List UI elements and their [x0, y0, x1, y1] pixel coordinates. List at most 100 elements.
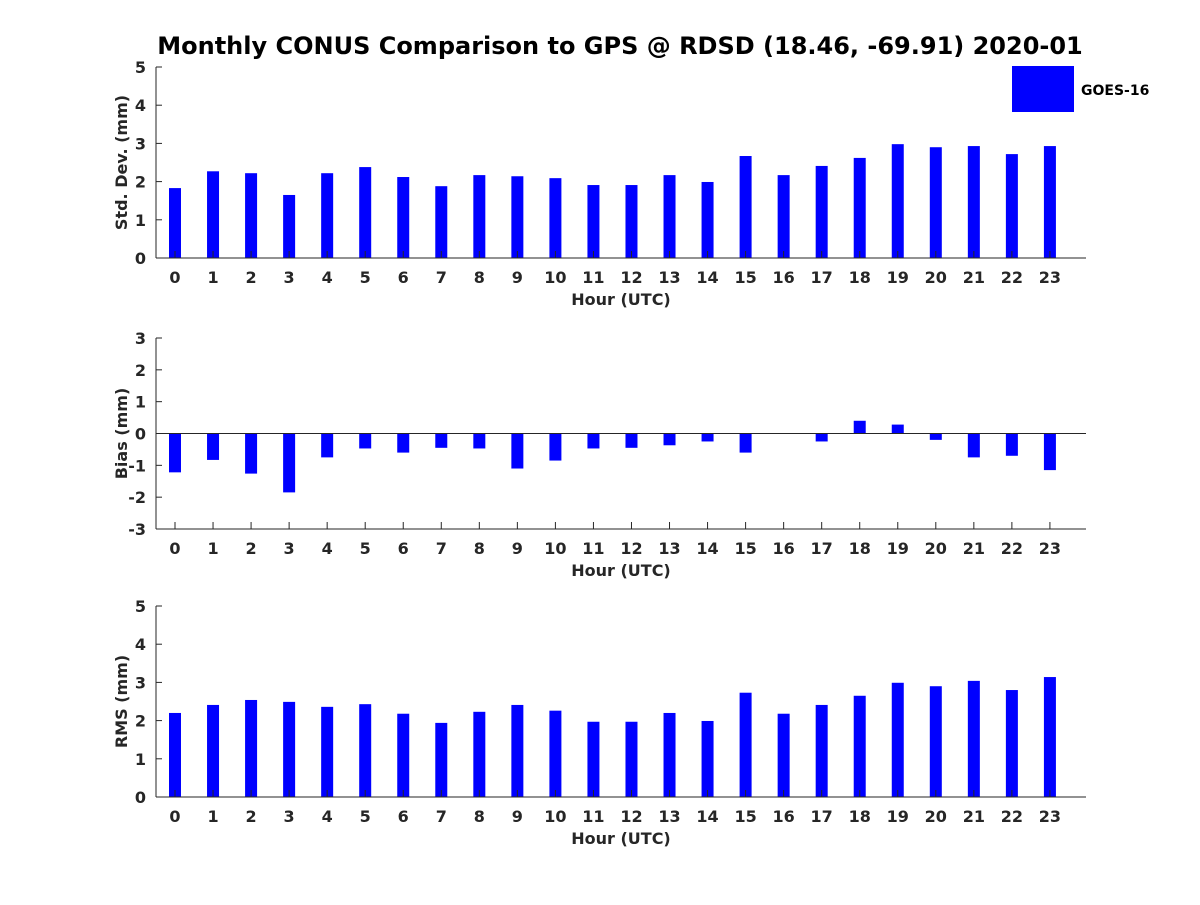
bar-hour-14	[701, 720, 714, 797]
x-tick-label: 12	[620, 539, 642, 558]
bar-hour-6	[397, 433, 410, 453]
x-tick-label: 16	[773, 539, 795, 558]
x-tick-label: 11	[582, 268, 604, 287]
y-tick-label: 4	[135, 96, 146, 115]
x-axis-label: Hour (UTC)	[571, 290, 671, 309]
y-tick-label: 2	[135, 712, 146, 731]
y-tick-label: 2	[135, 173, 146, 192]
bar-hour-4	[321, 706, 334, 797]
x-tick-label: 5	[360, 539, 371, 558]
bar-hour-11	[587, 721, 600, 797]
x-tick-label: 22	[1001, 268, 1023, 287]
x-tick-label: 11	[582, 807, 604, 826]
legend-label: GOES-16	[1081, 83, 1149, 99]
x-tick-label: 23	[1039, 807, 1061, 826]
x-tick-label: 15	[734, 268, 756, 287]
x-tick-label: 8	[474, 807, 485, 826]
bar-hour-0	[169, 712, 181, 797]
bar-hour-7	[435, 433, 448, 448]
x-tick-label: 3	[284, 539, 295, 558]
bar-hour-18	[853, 157, 866, 258]
bar-hour-14	[701, 433, 714, 442]
x-tick-label: 21	[963, 268, 985, 287]
y-tick-label: 3	[135, 329, 146, 348]
x-tick-label: 22	[1001, 807, 1023, 826]
x-tick-label: 23	[1039, 268, 1061, 287]
x-tick-label: 16	[773, 807, 795, 826]
bar-hour-20	[929, 686, 942, 797]
bar-hour-6	[397, 177, 410, 258]
bar-hour-12	[625, 721, 638, 797]
bar-hour-1	[207, 171, 220, 258]
x-tick-label: 6	[398, 807, 409, 826]
x-tick-label: 8	[474, 539, 485, 558]
x-tick-label: 19	[887, 807, 909, 826]
y-tick-label: 3	[135, 134, 146, 153]
bar-hour-3	[283, 433, 296, 493]
bar-hour-2	[245, 173, 258, 258]
bar-hour-21	[967, 146, 980, 258]
x-tick-label: 1	[207, 268, 218, 287]
x-tick-label: 18	[849, 807, 871, 826]
bar-hour-9	[511, 433, 524, 469]
bar-hour-8	[473, 433, 486, 449]
x-tick-label: 7	[436, 539, 447, 558]
x-tick-label: 12	[620, 807, 642, 826]
bar-hour-12	[625, 185, 638, 258]
x-tick-label: 21	[963, 539, 985, 558]
x-tick-label: 10	[544, 807, 566, 826]
bar-hour-20	[929, 433, 942, 440]
bar-hour-0	[169, 433, 181, 473]
y-tick-label: 0	[135, 249, 146, 268]
y-tick-label: 1	[135, 393, 146, 412]
x-tick-label: 10	[544, 268, 566, 287]
x-tick-label: 6	[398, 539, 409, 558]
bar-hour-8	[473, 711, 486, 797]
x-tick-label: 0	[169, 539, 180, 558]
bar-hour-17	[815, 433, 828, 442]
x-tick-label: 4	[322, 807, 333, 826]
bar-hour-12	[625, 433, 638, 448]
x-axis-label: Hour (UTC)	[571, 561, 671, 580]
bar-hour-23	[1043, 146, 1056, 258]
bar-hour-11	[587, 185, 600, 258]
y-tick-label: 5	[135, 597, 146, 616]
x-tick-label: 14	[696, 268, 718, 287]
bar-hour-14	[701, 181, 714, 258]
bar-hour-1	[207, 704, 220, 797]
x-tick-label: 0	[169, 807, 180, 826]
bar-hour-16	[777, 713, 790, 797]
y-axis-label: RMS (mm)	[112, 655, 131, 748]
x-tick-label: 15	[734, 807, 756, 826]
x-tick-label: 12	[620, 268, 642, 287]
bar-hour-4	[321, 433, 334, 458]
x-tick-label: 18	[849, 539, 871, 558]
x-tick-label: 2	[246, 539, 257, 558]
x-tick-label: 17	[811, 539, 833, 558]
bar-hour-9	[511, 176, 524, 258]
x-tick-label: 5	[360, 268, 371, 287]
bar-hour-9	[511, 704, 524, 797]
y-axis-label: Std. Dev. (mm)	[112, 95, 131, 230]
bar-hour-13	[663, 712, 676, 797]
bar-hour-22	[1005, 154, 1018, 258]
y-tick-label: 1	[135, 211, 146, 230]
x-tick-label: 19	[887, 268, 909, 287]
x-tick-label: 9	[512, 807, 523, 826]
bar-hour-18	[853, 420, 866, 434]
bar-hour-21	[967, 433, 980, 458]
chart-title: Monthly CONUS Comparison to GPS @ RDSD (…	[157, 32, 1083, 60]
x-tick-label: 7	[436, 268, 447, 287]
x-tick-label: 19	[887, 539, 909, 558]
bar-hour-2	[245, 699, 258, 797]
bar-hour-4	[321, 173, 334, 258]
y-tick-label: 0	[135, 788, 146, 807]
x-tick-label: 9	[512, 268, 523, 287]
bar-hour-17	[815, 165, 828, 258]
y-tick-label: 2	[135, 361, 146, 380]
bar-hour-21	[967, 680, 980, 797]
bar-hour-3	[283, 701, 296, 797]
x-tick-label: 15	[734, 539, 756, 558]
